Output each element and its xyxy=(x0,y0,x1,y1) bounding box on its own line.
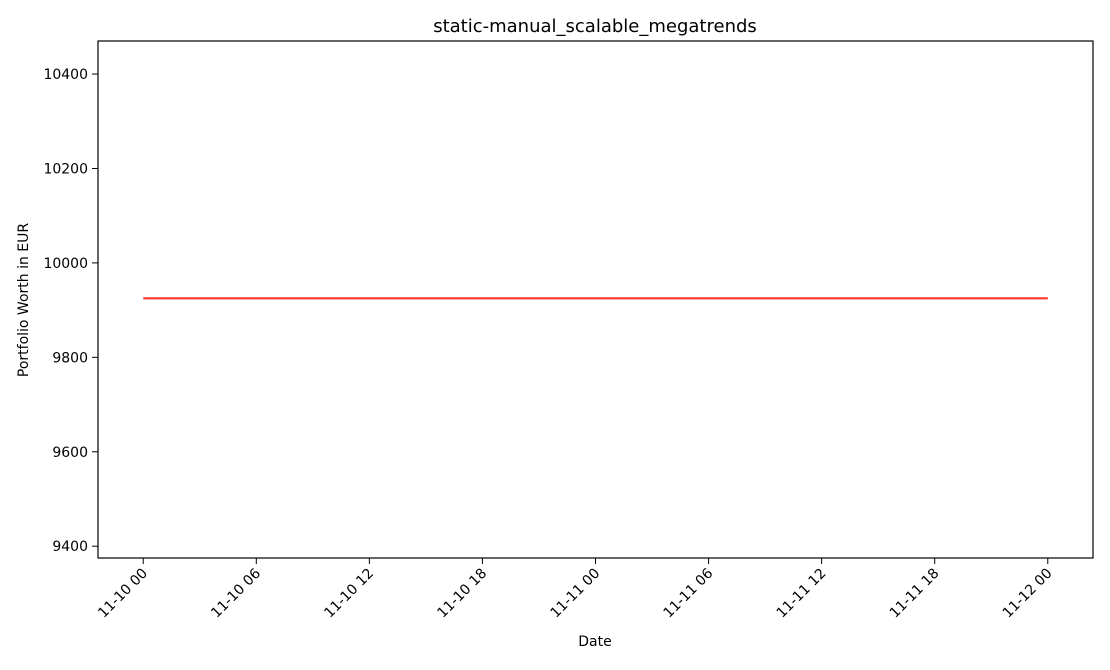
y-axis: 9400 9600 9800 10000 10200 10400 xyxy=(43,67,98,555)
chart-title: static-manual_scalable_megatrends xyxy=(433,16,757,37)
y-tick-label: 10400 xyxy=(43,67,88,83)
x-axis-label: Date xyxy=(578,634,611,650)
y-tick-label: 9400 xyxy=(52,539,88,555)
y-tick-label: 10200 xyxy=(43,161,88,177)
y-tick-label: 9800 xyxy=(52,350,88,366)
y-tick-label: 10000 xyxy=(43,256,88,272)
y-axis-label: Portfolio Worth in EUR xyxy=(16,223,32,378)
y-tick-label: 9600 xyxy=(52,445,88,461)
